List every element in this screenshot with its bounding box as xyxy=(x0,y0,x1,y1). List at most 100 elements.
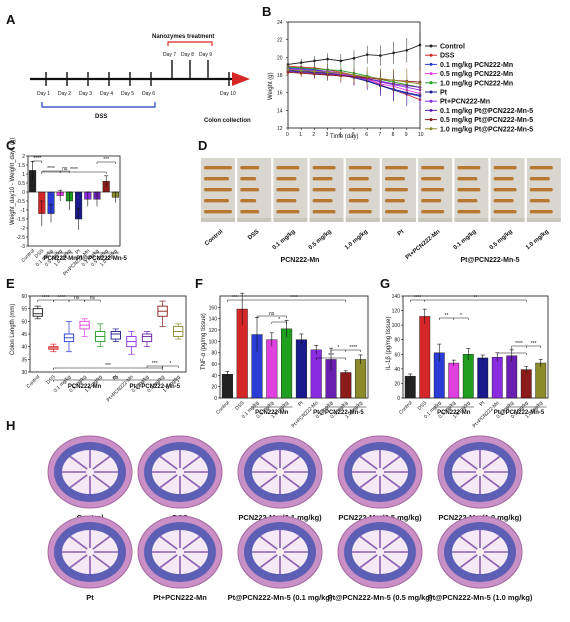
histology-fold xyxy=(69,455,88,470)
chartF-sig-bracket xyxy=(315,357,347,360)
legend-swatch-marker xyxy=(429,108,433,112)
chartF-ytick-label: 80 xyxy=(211,351,217,357)
chartG-bar xyxy=(491,357,503,399)
colon-specimen xyxy=(529,210,553,214)
panel-label-g: G xyxy=(380,276,390,291)
chartG-group-ptmn: Pt@PCN222-Mn-5 xyxy=(494,410,545,416)
chart-e-ytick-label: 40 xyxy=(21,345,27,351)
chartG-bar xyxy=(419,316,431,399)
colon-specimen xyxy=(421,166,445,170)
legend-entry: Pt+PCN222-Mn xyxy=(440,99,490,106)
timeline-day-label: Day 3 xyxy=(79,91,92,97)
panel-label-a: A xyxy=(6,12,16,27)
chartF-ytick-label: 140 xyxy=(209,317,218,323)
chartF-bar xyxy=(281,328,293,399)
chartG-bar xyxy=(535,362,547,399)
histology-fold xyxy=(159,455,178,470)
chartC-ytick-label: 0.5 xyxy=(18,181,25,187)
chartG-xtick-label: Control xyxy=(398,400,414,416)
timeline-day-label: Day 6 xyxy=(142,91,155,97)
chart-e-sig-bracket xyxy=(53,367,163,370)
histology-fold xyxy=(459,535,478,550)
treatment-day-label: Day 7 xyxy=(163,52,176,58)
chartC-ytick-label: -0.5 xyxy=(16,199,25,205)
chartF-sig-bracket xyxy=(271,321,287,324)
histology-fold xyxy=(69,554,88,569)
histology-fold xyxy=(459,474,478,489)
photo-ruler xyxy=(382,218,416,222)
legend-entry: DSS xyxy=(440,53,455,60)
legend-swatch-marker xyxy=(429,127,433,131)
photo-group-ptmn: Pt@PCN222-Mn-5 xyxy=(461,257,520,264)
treatment-day-label: Day 8 xyxy=(181,52,194,58)
histology-fold xyxy=(182,455,201,470)
histology-fold xyxy=(69,474,88,489)
dss-bracket xyxy=(41,102,156,108)
colon-specimen xyxy=(240,188,260,192)
chart-e-group-ptmn: Pt@PCN222-Mn-5 xyxy=(130,384,181,390)
colon-specimen xyxy=(529,199,550,203)
chartC-xtick-label: DSS xyxy=(34,248,46,260)
legend-entry: 0.5 mg/kg Pt@PCN222-Mn-5 xyxy=(440,117,533,124)
chart-b-ytick-label: 14 xyxy=(277,108,283,114)
colon-specimen xyxy=(240,210,260,214)
chart-b-xtick-label: 4 xyxy=(339,132,342,138)
chartC-sig-bracket xyxy=(32,160,43,163)
chartC-ytick-label: -1 xyxy=(21,208,26,214)
chart-e-sig-label: ns xyxy=(90,295,96,301)
chart-b-xtick-label: 1 xyxy=(299,132,302,138)
histology-fold xyxy=(359,474,378,489)
colon-specimen xyxy=(348,188,372,192)
chart-b-xtick-label: 8 xyxy=(392,132,395,138)
colon-specimen xyxy=(348,177,369,181)
histology-fold xyxy=(92,554,111,569)
chartC-ytick-label: 0 xyxy=(22,190,25,196)
colon-specimen xyxy=(493,210,517,214)
legend-entry: 0.5 mg/kg PCN222-Mn xyxy=(440,71,513,78)
chart-e-box xyxy=(141,333,153,343)
legend-swatch-marker xyxy=(429,99,433,103)
chartF-sig-label: * xyxy=(278,317,280,323)
chart-e-sig-label: ns xyxy=(113,375,119,381)
chartF-bar xyxy=(340,372,352,399)
histology-fold xyxy=(259,535,278,550)
chart-b-point xyxy=(392,51,395,55)
chartF-sig-bracket xyxy=(241,299,347,302)
chart-b-point xyxy=(299,69,303,72)
legend-entry: 1.0 mg/kg Pt@PCN222-Mn-5 xyxy=(440,126,533,133)
chartC-ytick-label: -2.5 xyxy=(16,235,25,241)
colon-specimen xyxy=(204,210,232,214)
chartF-bar xyxy=(295,339,307,399)
chart-e-sig-label: **** xyxy=(42,295,50,301)
chart-b-point xyxy=(286,68,290,71)
colon-specimen xyxy=(493,177,514,181)
colon-photo-label: 1.0 mg/kg xyxy=(344,229,369,252)
chart-e-ylabel: Colon Length (mm) xyxy=(10,304,16,355)
chartC-ytick-label: -3 xyxy=(21,244,26,250)
colon-specimen xyxy=(312,210,336,214)
histology-fold xyxy=(259,474,278,489)
chart-b-point xyxy=(313,59,316,63)
histology-fold xyxy=(359,455,378,470)
chart-b-ylabel: Weight (g) xyxy=(268,72,274,100)
chartF-xtick-label: DSS xyxy=(234,400,246,412)
chart-b-point xyxy=(379,77,382,80)
chartF-group-ptmn: Pt@PCN222-Mn-5 xyxy=(313,410,364,416)
histology-fold xyxy=(382,455,401,470)
chart-b-xtick-label: 7 xyxy=(378,132,381,138)
histology-fold xyxy=(382,474,401,489)
histology-fold xyxy=(69,535,88,550)
chartG-sig-bracket xyxy=(424,299,527,302)
chartC-sig-label: **** xyxy=(47,166,55,172)
chartC-ytick-label: 1.5 xyxy=(18,163,25,169)
colon-specimen xyxy=(529,166,553,170)
timeline-diagram: Nanozymes treatment DSS Colon collection… xyxy=(30,34,251,124)
chart-b-point xyxy=(299,61,303,64)
chartG-sig-label: * xyxy=(460,313,462,319)
chart-e-ytick-label: 45 xyxy=(21,332,27,338)
chart-f-ylabel: TNF-α (pg/mg tissue) xyxy=(201,313,207,370)
treatment-bracket xyxy=(167,41,213,46)
histology-fold xyxy=(182,535,201,550)
